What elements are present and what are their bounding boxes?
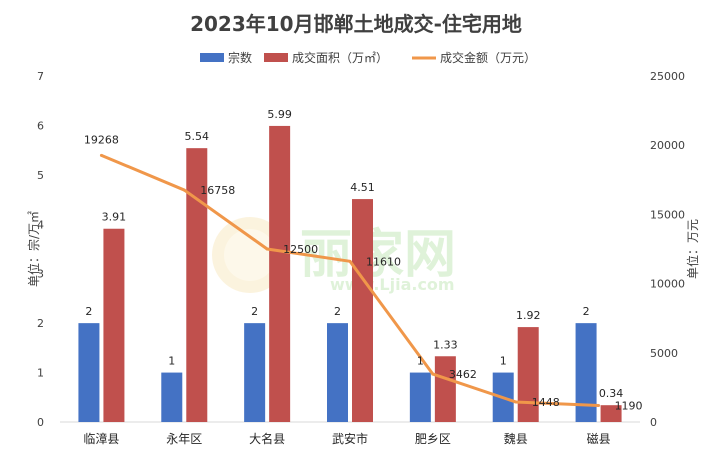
watermark-url: www.Ljia.com [330,275,455,294]
x-category-label: 魏县 [504,431,528,446]
amount-point [348,259,352,263]
watermark-text: 丽家网 [300,225,456,285]
amount-label: 1448 [532,396,560,409]
legend-swatch [264,53,288,62]
bar-count [244,323,266,422]
y-right-tick-label: 25000 [650,70,685,83]
bar-count-label: 1 [417,355,424,368]
bar-area-label: 1.33 [433,338,458,351]
bar-area [269,125,291,423]
line-layer [99,153,601,408]
y-left-tick-label: 7 [37,70,44,83]
legend: 宗数 成交面积（万㎡） 成交金额（万元） [200,50,536,65]
amount-label: 11610 [366,255,401,268]
bar-count-label: 2 [583,305,590,318]
bar-area-label: 5.54 [185,130,210,143]
x-category-label: 磁县 [587,431,611,446]
amount-point [182,188,186,192]
bar-area-label: 4.51 [350,181,375,194]
y-left-tick-label: 6 [37,119,44,132]
bar-count [78,323,100,422]
y-left-axis-title: 单位：宗/万㎡ [26,211,41,287]
watermark-circle-inner [224,229,276,281]
chart-title: 2023年10月邯郸土地成交-住宅用地 [190,12,522,36]
amount-point [99,153,103,157]
y-left-tick-label: 2 [37,317,44,330]
bar-area-label: 3.91 [102,211,127,224]
bar-area-label: 5.99 [267,108,292,121]
y-right-tick-label: 0 [650,416,657,429]
bar-count [327,323,348,422]
amount-label: 19268 [84,133,119,146]
x-category-label: 武安市 [332,431,368,446]
x-category-label: 临漳县 [83,431,119,446]
y-right-tick-label: 20000 [650,139,685,152]
watermark-circle [212,217,288,293]
bar-count-label: 1 [500,355,507,368]
bar-area [352,199,373,422]
bar-count [161,372,183,422]
bar-area [186,148,208,422]
amount-point [514,400,518,404]
bar-count-label: 1 [168,355,175,368]
bar-area [103,228,125,422]
bar-area-label: 0.34 [599,387,624,400]
bar-count-label: 2 [85,305,92,318]
bars-layer [78,125,622,423]
y-right-tick-label: 5000 [650,347,678,360]
y-left-tick-label: 5 [37,169,44,182]
x-category-label: 永年区 [166,432,202,446]
x-category-label: 大名县 [249,431,285,446]
legend-label: 成交面积（万㎡） [292,50,388,65]
amount-label: 1190 [615,400,643,413]
y-left-tick-label: 0 [37,416,44,429]
bar-count [575,323,597,422]
legend-label: 宗数 [228,50,252,65]
bar-area [434,356,456,422]
bar-count-label: 2 [334,305,341,318]
y-left-tick-label: 4 [37,218,44,231]
y-right-axis-title: 单位：万元 [685,219,700,279]
bar-area [600,405,622,422]
legend-label: 成交金额（万元） [440,50,536,65]
amount-point [431,372,435,376]
amount-point [265,247,269,251]
labels-layer: 2 1 2 2 1 1 2 3.91 5.54 5.99 4.51 1.33 1.92 0.34 19268… [84,108,643,413]
bar-area [517,327,539,422]
legend-swatch [200,53,224,62]
bar-area-label: 1.92 [516,309,541,322]
amount-label: 3462 [449,368,477,381]
bar-count [409,372,431,422]
y-right-tick-label: 15000 [650,208,685,221]
bar-count-label: 2 [251,305,258,318]
amount-label: 16758 [200,184,235,197]
axes-layer: 0 1 2 3 4 5 6 7 0 5000 10000 15000 20000 25000 单位：宗/万㎡… [26,70,700,446]
y-right-tick-label: 10000 [650,278,685,291]
x-category-label: 肥乡区 [415,432,451,446]
y-left-tick-label: 1 [37,367,44,380]
watermark-logo: 丽家网 www.Ljia.com [212,217,456,294]
y-left-tick-label: 3 [37,268,44,281]
amount-point [597,404,601,408]
amount-label: 12500 [283,243,318,256]
